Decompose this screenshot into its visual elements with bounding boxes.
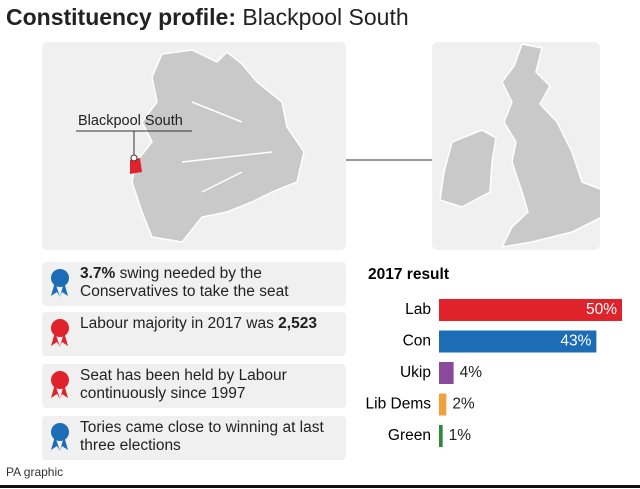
britain xyxy=(500,43,609,248)
bullet: Labour majority in 2017 was 2,523 xyxy=(42,312,346,356)
value-label: 50% xyxy=(586,301,617,318)
bullet-text: Tories came close to winning at last thr… xyxy=(80,419,324,454)
chart-title: 2017 result xyxy=(368,266,449,283)
bullet-text: swing needed by the Conservatives to tak… xyxy=(80,265,289,300)
uk-map-panel xyxy=(432,42,609,250)
value-label: 4% xyxy=(460,364,483,381)
bullet: Seat has been held by Labour continuousl… xyxy=(42,364,346,408)
ireland xyxy=(439,129,497,208)
bullet-text: Labour majority in 2017 was xyxy=(80,315,274,332)
chart: 2017 result Lab 50% Con 43% Ukip 4% Lib Dems 2%… xyxy=(366,266,622,447)
bar xyxy=(439,393,447,416)
label-dot xyxy=(130,154,138,162)
title-bold: Constituency profile: xyxy=(6,4,237,30)
value-label: 43% xyxy=(560,333,591,350)
local-map-panel xyxy=(42,42,442,250)
category-label: Lib Dems xyxy=(366,396,432,413)
map-shape xyxy=(131,49,305,243)
rosette xyxy=(51,269,69,297)
bullet: Tories came close to winning at last thr… xyxy=(42,416,346,460)
uk-map xyxy=(439,43,609,248)
bullet-bold: 2,523 xyxy=(278,315,317,332)
category-label: Con xyxy=(403,333,431,350)
map-border xyxy=(141,101,273,193)
footer: PA graphic xyxy=(6,465,64,479)
title: Constituency profile: Blackpool South xyxy=(6,4,409,31)
value-label: 2% xyxy=(452,396,475,413)
local-map xyxy=(76,49,442,243)
category-label: Lab xyxy=(405,301,431,318)
constituency xyxy=(130,158,142,174)
bullet: 3.7% swing needed by the Conservatives t… xyxy=(42,262,346,306)
bar xyxy=(439,425,443,447)
map-label: Blackpool South xyxy=(78,113,183,129)
bar xyxy=(439,299,622,321)
bullet-bold: 3.7% xyxy=(80,265,116,282)
title-rest: Blackpool South xyxy=(242,4,409,30)
bottom-rule xyxy=(0,485,640,488)
value-label: 1% xyxy=(449,427,472,444)
category-label: Green xyxy=(388,427,431,444)
bar xyxy=(439,362,454,384)
rosette xyxy=(51,371,69,399)
bullet-text: Seat has been held by Labour continuousl… xyxy=(80,367,287,402)
bar xyxy=(439,330,597,353)
category-label: Ukip xyxy=(400,364,431,381)
rosette xyxy=(51,423,69,451)
rosette xyxy=(51,319,69,347)
